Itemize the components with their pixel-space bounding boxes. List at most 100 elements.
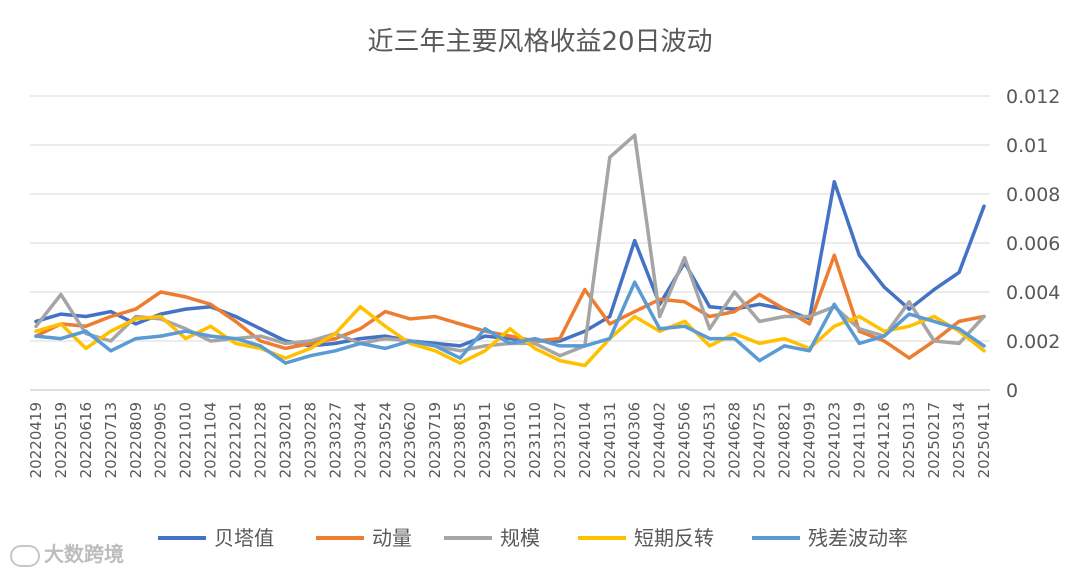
data-point xyxy=(683,324,687,328)
x-tick-label: 20250217 xyxy=(925,402,943,478)
data-point xyxy=(757,359,762,363)
data-point xyxy=(134,317,138,321)
x-tick-label: 20250113 xyxy=(900,402,918,478)
data-point xyxy=(957,341,961,346)
data-point xyxy=(558,336,562,341)
watermark-text: 大数跨境 xyxy=(44,542,124,566)
x-tick-label: 20240821 xyxy=(775,402,793,478)
series-lines xyxy=(34,133,986,368)
data-point xyxy=(832,180,836,184)
data-point xyxy=(84,324,88,328)
data-point xyxy=(258,334,263,338)
data-point xyxy=(583,363,587,368)
data-point xyxy=(134,336,138,341)
data-point xyxy=(683,319,687,323)
x-axis: 20220419 20220519 20220616 20220713 20220809… xyxy=(27,402,993,478)
data-point xyxy=(233,314,238,319)
data-point xyxy=(732,332,737,336)
data-point xyxy=(633,310,637,314)
data-point xyxy=(782,307,787,311)
data-point xyxy=(333,341,337,346)
data-point xyxy=(283,356,288,360)
data-point xyxy=(558,344,562,348)
data-point xyxy=(34,329,38,333)
data-point xyxy=(932,314,936,319)
data-point xyxy=(433,344,437,348)
data-point xyxy=(333,336,337,341)
data-point xyxy=(932,287,936,292)
y-tick-label: 0.012 xyxy=(1006,86,1060,108)
data-point xyxy=(458,344,462,348)
data-point xyxy=(383,310,387,314)
data-point xyxy=(134,307,138,311)
data-point xyxy=(233,341,238,346)
x-tick-label: 20230201 xyxy=(276,402,294,478)
data-point xyxy=(433,314,437,319)
data-point xyxy=(633,314,637,319)
x-tick-label: 20220809 xyxy=(127,402,145,478)
data-point xyxy=(982,344,986,348)
data-point xyxy=(34,324,38,328)
data-point xyxy=(283,361,288,365)
data-point xyxy=(109,310,113,314)
x-tick-label: 20241023 xyxy=(825,402,843,478)
data-point xyxy=(308,339,313,343)
x-tick-label: 20221104 xyxy=(202,402,220,478)
data-point xyxy=(84,314,88,319)
x-tick-label: 20230719 xyxy=(426,402,444,478)
x-tick-label: 20220713 xyxy=(102,402,120,478)
data-point xyxy=(383,346,387,350)
data-point xyxy=(882,339,886,343)
y-tick-label: 0.004 xyxy=(1006,282,1060,304)
data-point xyxy=(782,314,787,319)
chart-title: 近三年主要风格收益20日波动 xyxy=(367,27,712,57)
data-point xyxy=(59,312,63,316)
x-tick-label: 20240131 xyxy=(601,402,619,478)
data-point xyxy=(608,336,612,341)
data-point xyxy=(907,324,911,328)
data-point xyxy=(458,322,462,326)
data-point xyxy=(59,322,63,326)
data-point xyxy=(258,344,263,348)
data-point xyxy=(683,256,687,260)
x-tick-label: 20230524 xyxy=(376,402,394,478)
data-point xyxy=(333,332,337,336)
data-point xyxy=(209,334,213,338)
data-point xyxy=(408,339,412,343)
legend: 贝塔值 动量 规模 短期反转 残差波动率 xyxy=(158,526,908,550)
data-point xyxy=(458,349,462,353)
x-tick-label: 20231207 xyxy=(551,402,569,478)
x-tick-label: 20220905 xyxy=(152,402,170,478)
x-tick-label: 20230815 xyxy=(451,402,469,478)
y-tick-label: 0 xyxy=(1006,380,1018,402)
data-point xyxy=(707,336,712,341)
data-point xyxy=(757,341,762,346)
data-point xyxy=(857,253,861,257)
watermark-logo-icon xyxy=(10,544,40,567)
data-point xyxy=(857,327,861,331)
x-tick-label: 20230911 xyxy=(476,402,494,478)
x-tick-label: 20241119 xyxy=(850,402,868,478)
data-point xyxy=(583,344,587,348)
data-point xyxy=(458,356,462,360)
data-point xyxy=(982,314,986,319)
data-point xyxy=(483,349,487,353)
data-point xyxy=(109,314,113,319)
data-point xyxy=(458,361,462,365)
data-point xyxy=(533,341,537,346)
data-point xyxy=(757,302,762,306)
data-point xyxy=(907,356,911,360)
x-tick-label: 20240402 xyxy=(651,402,669,478)
data-point xyxy=(184,329,188,333)
data-point xyxy=(59,336,63,341)
data-point xyxy=(857,314,861,319)
legend-label: 短期反转 xyxy=(634,526,714,550)
x-tick-label: 20240506 xyxy=(676,402,694,478)
data-point xyxy=(533,336,537,341)
data-point xyxy=(707,314,712,319)
data-point xyxy=(508,334,512,338)
data-point xyxy=(683,300,687,304)
legend-label: 残差波动率 xyxy=(808,526,908,550)
x-tick-label: 20230424 xyxy=(351,402,369,478)
data-point xyxy=(233,319,238,323)
